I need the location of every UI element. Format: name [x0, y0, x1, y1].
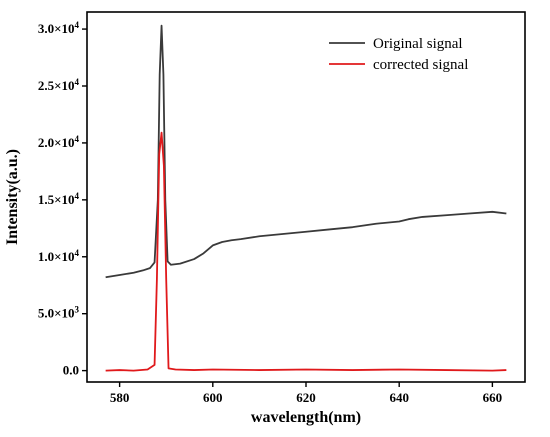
- legend: Original signal corrected signal: [329, 36, 468, 73]
- series-layer: [105, 24, 507, 372]
- x-tick-label: 640: [389, 390, 409, 405]
- y-tick-label: 2.0×104: [38, 134, 80, 150]
- legend-label-1: Original signal: [373, 36, 463, 52]
- series-line-1: [105, 24, 507, 279]
- y-tick-label: 2.5×104: [38, 77, 80, 93]
- x-tick-label: 580: [110, 390, 130, 405]
- legend-label-2: corrected signal: [373, 57, 468, 73]
- series-line-2: [105, 131, 507, 372]
- x-tick-label: 620: [296, 390, 316, 405]
- x-tick-label: 600: [203, 390, 223, 405]
- y-tick-label: 3.0×104: [38, 20, 80, 36]
- y-axis-ticks: 0.0 5.0×103 1.0×104 1.5×104 2.0×104 2.5×104 3.…: [38, 20, 87, 378]
- y-tick-label: 5.0×103: [38, 305, 80, 321]
- x-tick-label: 660: [483, 390, 503, 405]
- y-tick-label: 0.0: [63, 363, 79, 378]
- x-axis-label: wavelength(nm): [251, 409, 361, 426]
- y-axis-label: Intensity(a.u.): [4, 149, 21, 245]
- y-tick-label: 1.0×104: [38, 248, 80, 264]
- x-axis-ticks: 580 600 620 640 660: [110, 382, 502, 405]
- y-tick-label: 1.5×104: [38, 191, 80, 207]
